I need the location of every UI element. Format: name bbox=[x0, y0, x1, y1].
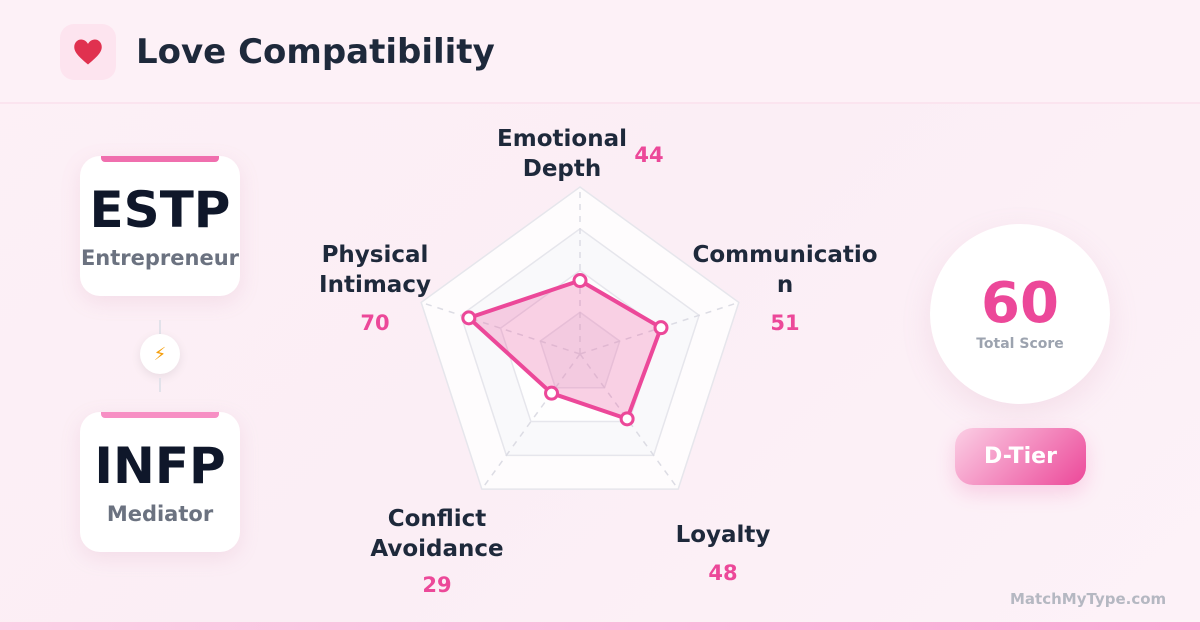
axis-label: Emotional bbox=[497, 126, 627, 152]
axis-label: Communicatio bbox=[692, 242, 877, 268]
tier-badge: D-Tier bbox=[955, 428, 1086, 485]
type-code: INFP bbox=[94, 437, 226, 495]
data-point bbox=[653, 320, 669, 336]
type-card-2: INFP Mediator bbox=[80, 412, 240, 552]
axis-value: 44 bbox=[634, 143, 663, 167]
page-title: Love Compatibility bbox=[136, 32, 495, 72]
type-card-1: ESTP Entrepreneur bbox=[80, 156, 240, 296]
axis-value: 70 bbox=[360, 311, 389, 335]
type-code: ESTP bbox=[89, 181, 231, 239]
axis-line bbox=[481, 353, 581, 490]
divider bbox=[159, 320, 161, 334]
type-nickname: Entrepreneur bbox=[80, 246, 240, 270]
axis-label: n bbox=[777, 272, 793, 298]
logo bbox=[60, 24, 116, 80]
divider bbox=[159, 378, 161, 392]
data-point bbox=[461, 310, 477, 326]
heart-icon bbox=[74, 39, 102, 65]
data-point bbox=[572, 273, 588, 289]
data-point bbox=[619, 411, 635, 427]
axis-line bbox=[579, 353, 679, 490]
axis-label: Loyalty bbox=[676, 522, 771, 548]
axis-label: Depth bbox=[523, 156, 602, 182]
score-value: 60 bbox=[981, 271, 1059, 336]
lightning-icon: ⚡ bbox=[140, 334, 180, 374]
axis-line bbox=[579, 301, 740, 355]
axis-line bbox=[420, 301, 581, 355]
brand-watermark: MatchMyType.com bbox=[1010, 590, 1167, 608]
data-area bbox=[466, 278, 664, 421]
header: Love Compatibility bbox=[0, 0, 1200, 104]
data-point bbox=[544, 385, 560, 401]
type-nickname: Mediator bbox=[106, 502, 214, 526]
axis-label: Avoidance bbox=[370, 536, 503, 562]
bottom-bar bbox=[0, 622, 1200, 630]
axis-label: Conflict bbox=[388, 506, 487, 532]
axis-label: Physical bbox=[322, 242, 429, 268]
axis-value: 29 bbox=[422, 573, 451, 597]
card-accent-bar bbox=[101, 412, 219, 418]
axis-value: 48 bbox=[708, 561, 737, 585]
axis-value: 51 bbox=[770, 311, 799, 335]
score-label: Total Score bbox=[976, 336, 1064, 352]
total-score-circle: 60 Total Score bbox=[930, 224, 1110, 404]
card-accent-bar bbox=[101, 156, 219, 162]
axis-label: Intimacy bbox=[319, 272, 431, 298]
